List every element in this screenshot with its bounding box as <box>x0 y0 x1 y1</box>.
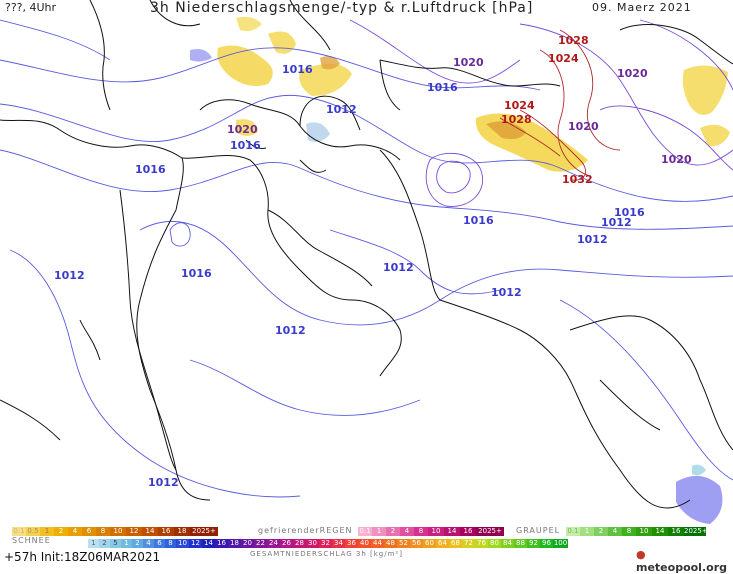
pressure-label: 1016 <box>463 214 494 227</box>
pressure-label: 1012 <box>275 324 306 337</box>
pressure-label: 1012 <box>54 269 85 282</box>
pressure-label: 1012 <box>491 286 522 299</box>
pressure-label: 1020 <box>568 120 599 133</box>
meteopool-logo[interactable]: ● meteopool.org <box>636 548 733 574</box>
pressure-label: 1020 <box>453 56 484 69</box>
isobars <box>0 19 733 498</box>
pressure-label: 1020 <box>227 123 258 136</box>
pressure-labels: 1028 1024 1020 1020 1016 1016 1012 1020 … <box>54 34 692 489</box>
pressure-label: 1016 <box>282 63 313 76</box>
pressure-label: 1032 <box>562 173 593 186</box>
pressure-label: 1012 <box>148 476 179 489</box>
logo-icon: ● <box>636 548 646 561</box>
total-precip-label: GESAMTNIEDERSCHLAG 3h [kg/m²] <box>250 550 403 558</box>
pressure-label: 1012 <box>326 103 357 116</box>
pressure-label: 1020 <box>661 153 692 166</box>
rain-legend: 0.1 0.5 1 2 4 6 8 10 12 14 16 18 2025+ <box>12 527 218 536</box>
pressure-label: 1016 <box>135 163 166 176</box>
precipitation-areas <box>190 16 730 524</box>
snow-label: SCHNEE <box>12 536 51 545</box>
logo-text: meteopool.org <box>636 561 727 574</box>
coastlines <box>0 0 733 509</box>
pressure-label: 1024 <box>504 99 535 112</box>
freezing-rain-label: gefrierenderREGEN <box>258 526 353 535</box>
map-title: 3h Niederschlagsmenge/-typ & r.Luftdruck… <box>150 0 534 16</box>
model-run-label: +57h Init:18Z06MAR2021 <box>4 550 161 564</box>
pressure-label: 1024 <box>548 52 579 65</box>
pressure-label: 1012 <box>383 261 414 274</box>
pressure-label: 1012 <box>601 216 632 229</box>
pressure-label: 1016 <box>230 139 261 152</box>
pressure-label: 1016 <box>427 81 458 94</box>
valid-date: 09. Maerz 2021 <box>592 1 692 14</box>
graupel-legend: 0.1 1 2 4 8 10 14 16 2025+ <box>566 527 708 536</box>
pressure-label: 1028 <box>558 34 589 47</box>
pressure-label: 1016 <box>181 267 212 280</box>
pressure-label: 1020 <box>617 67 648 80</box>
snow-total-legend: 1 2 5 1 2 4 6 8 10 12 14 16 18 20 22 24 … <box>88 539 568 548</box>
forecast-hour-label: ???, 4Uhr <box>5 1 57 14</box>
pressure-label: 1028 <box>501 113 532 126</box>
pressure-label: 1012 <box>577 233 608 246</box>
graupel-label: GRAUPEL <box>516 526 561 535</box>
pressure-label: 1016 <box>614 206 645 219</box>
freezing-rain-legend: 0.1 1 2 4 8 10 14 16 2025+ <box>358 527 504 536</box>
